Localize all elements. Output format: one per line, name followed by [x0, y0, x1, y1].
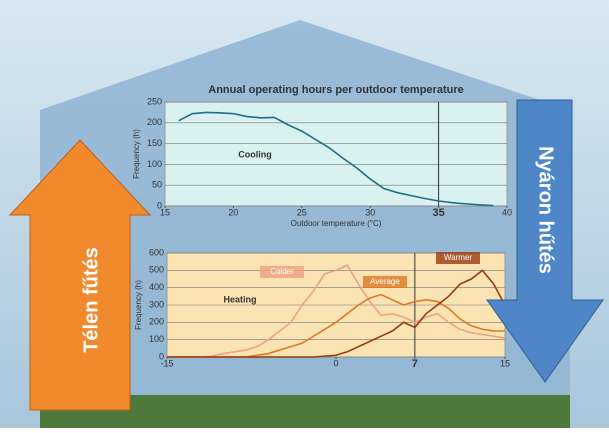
y-tick-label: 250 [147, 96, 162, 106]
y-tick-label: 400 [149, 282, 164, 292]
legend-label: Colder [270, 267, 294, 276]
series-line [167, 269, 506, 358]
x-tick-label: 15 [160, 207, 170, 217]
series-line [167, 264, 506, 358]
legend-swatch [260, 266, 304, 278]
y-tick-label: 50 [152, 180, 162, 190]
y-tick-label: 200 [147, 117, 162, 127]
x-tick-label: -15 [160, 358, 173, 368]
y-axis-label: Frequency (h) [132, 129, 141, 179]
y-tick-label: 300 [149, 299, 164, 309]
y-tick-label: 0 [157, 200, 162, 210]
y-axis-label: Frequency (h) [134, 280, 143, 330]
arrow-down [486, 99, 604, 383]
y-tick-label: 500 [149, 265, 164, 275]
arrow-up [8, 139, 152, 411]
arrow-label: Télen fűtés [80, 247, 102, 353]
arrow-label: Nyáron hűtés [535, 146, 557, 274]
y-tick-label: 200 [149, 317, 164, 327]
x-axis-label: Outdoor temperature (°C) [291, 219, 382, 228]
y-tick-label: 600 [149, 247, 164, 257]
plot-area [164, 101, 508, 207]
annotation: Heating [223, 294, 256, 304]
x-tick-label: 25 [297, 207, 307, 217]
legend-label: Warmer [444, 253, 472, 262]
legend-swatch [363, 276, 407, 288]
chart-title: Annual operating hours per outdoor tempe… [208, 84, 463, 96]
x-tick-label: 40 [502, 207, 512, 217]
y-tick-label: 0 [159, 351, 164, 361]
x-tick-label: 20 [228, 207, 238, 217]
x-tick-label: 15 [500, 358, 510, 368]
legend-label: Cooling [238, 149, 272, 159]
y-tick-label: 150 [147, 138, 162, 148]
x-tick-label: 35 [432, 207, 444, 219]
x-tick-label: 30 [365, 207, 375, 217]
legend-swatch [436, 252, 480, 264]
y-tick-label: 100 [149, 334, 164, 344]
x-tick-label: 7 [412, 358, 418, 370]
x-tick-label: 0 [333, 358, 338, 368]
legend-label: Average [370, 277, 400, 286]
series-line [178, 111, 494, 207]
y-tick-label: 100 [147, 159, 162, 169]
